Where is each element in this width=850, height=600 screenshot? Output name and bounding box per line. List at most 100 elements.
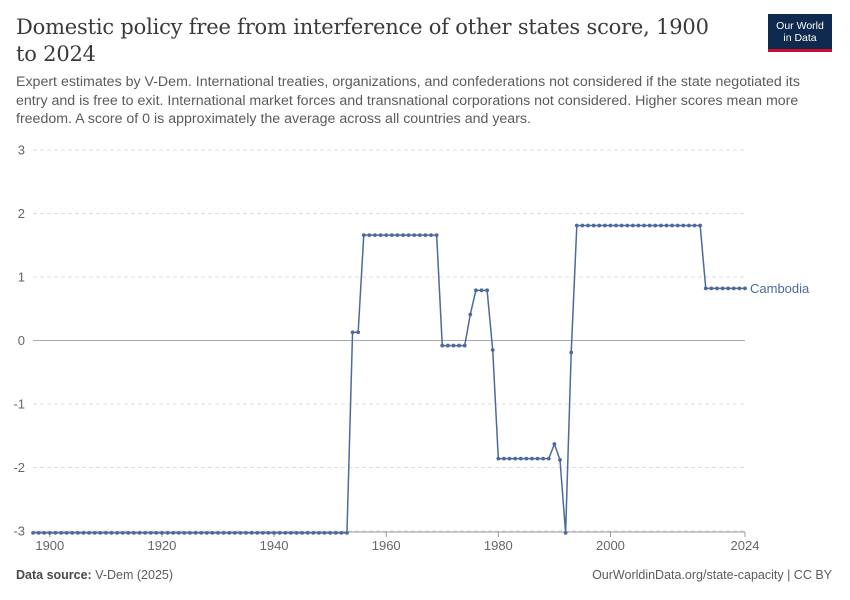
data-point [647,223,652,228]
data-point [384,233,389,237]
data-point [260,531,265,535]
series-layer: Cambodia [31,223,810,535]
x-tick-label: 1980 [484,538,513,553]
data-point [462,343,467,348]
data-point [272,531,276,535]
data-point [535,456,540,461]
data-point [720,286,725,291]
data-point [546,456,551,461]
data-point [227,531,232,535]
data-point [597,223,602,228]
data-point [126,531,131,535]
data-point [687,223,691,228]
data-point [401,233,405,237]
data-point [485,288,490,293]
data-point [115,531,119,535]
footer-url[interactable]: OurWorldinData.org/state-capacity | CC B… [592,568,832,582]
data-point [283,531,288,535]
data-source-label: Data source: [16,568,92,582]
data-point [625,223,630,228]
data-point [305,531,310,535]
data-point [659,223,663,228]
data-point [328,531,333,535]
data-point [737,286,742,291]
data-point [569,350,574,355]
data-point [429,233,433,237]
y-tick-label: -3 [13,524,25,539]
data-point [563,531,568,535]
data-point [216,531,220,535]
y-tick-label: 0 [18,333,25,348]
data-point [221,531,226,535]
data-point [36,531,41,535]
data-point [199,531,204,535]
series-label-cambodia: Cambodia [750,281,810,296]
data-point [294,531,299,535]
data-point [47,531,52,535]
data-point [75,531,80,535]
data-point [132,531,136,535]
data-point [266,531,271,535]
data-point [176,531,181,535]
data-point [395,233,400,237]
data-point [591,223,596,228]
series-line-cambodia [33,224,745,534]
data-point [165,531,170,535]
data-point [602,223,607,228]
data-point [103,531,108,535]
data-point [109,531,114,535]
data-point [171,531,176,535]
data-point [160,531,164,535]
data-point [210,531,215,535]
data-point [81,531,86,535]
y-tick-label: 2 [18,206,25,221]
data-point [580,223,585,228]
chart-subtitle: Expert estimates by V-Dem. International… [16,74,800,127]
owid-logo[interactable]: Our World in Data [768,14,832,52]
data-point [70,531,75,535]
data-point [389,233,394,237]
data-point [120,531,125,535]
data-point [558,457,562,462]
data-point [98,531,103,535]
x-tick-label: 1900 [35,538,64,553]
data-point [406,233,411,237]
data-point [244,531,248,535]
data-source-value[interactable]: V-Dem (2025) [95,568,174,582]
data-point [277,531,282,535]
data-point [445,343,450,348]
data-point [356,330,361,335]
data-point [479,288,484,293]
data-point [675,223,680,228]
x-tick-label: 1940 [260,538,289,553]
data-point [148,531,153,535]
data-point [42,531,47,535]
x-axis-ticks: 1900 1920 1940 1960 1980 2000 2024 [33,531,759,553]
data-point [731,286,736,291]
data-point [333,531,338,535]
data-point [188,531,192,535]
logo-line-1: Our World [776,20,824,32]
data-point [490,348,495,352]
data-point [249,531,254,535]
data-point [518,456,523,461]
data-source: Data source: V-Dem (2025) [16,568,173,582]
data-point [664,223,669,228]
data-point [698,223,703,228]
data-point [367,233,372,237]
data-point [182,531,187,535]
x-tick-label: 2000 [596,538,625,553]
data-point [64,531,69,535]
data-point [586,223,590,228]
data-point [653,223,658,228]
data-point [507,456,512,461]
x-tick-label: 1960 [372,538,401,553]
x-tick-label: 1920 [147,538,176,553]
data-point [642,223,646,228]
logo-line-2: in Data [783,32,817,44]
data-point [457,343,461,348]
data-point [53,531,58,535]
data-point [350,330,355,335]
data-point [703,286,708,291]
data-point [552,442,557,446]
